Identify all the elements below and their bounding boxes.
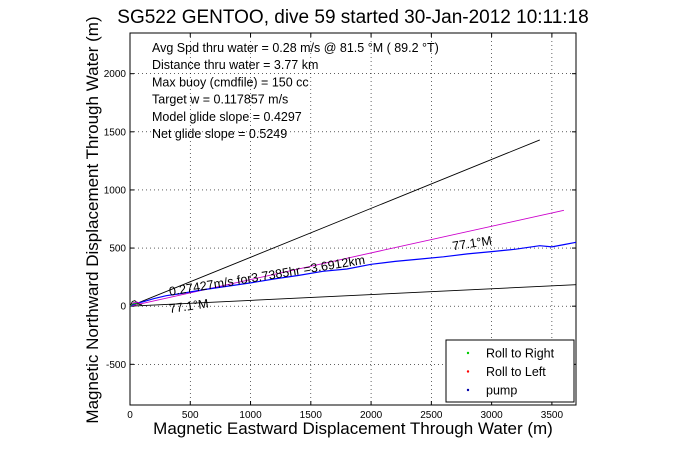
series-line-7 — [129, 302, 140, 307]
x-tick-label: 2500 — [420, 410, 443, 421]
series-line-4 — [129, 241, 577, 307]
y-tick-label: 1500 — [104, 127, 127, 138]
y-tick-label: 2000 — [104, 69, 127, 80]
series-line-1 — [129, 139, 540, 307]
x-tick-label: 2000 — [360, 410, 383, 421]
series-line-5 — [129, 300, 143, 307]
x-tick-label: 3500 — [541, 410, 564, 421]
annotation-2: 77.1°M — [451, 234, 492, 254]
info-block: Avg Spd thru water = 0.28 m/s @ 81.5 °M … — [152, 41, 439, 141]
info-line-5: Model glide slope = 0.4297 — [152, 110, 302, 124]
legend: Roll to Right Roll to Left pump — [445, 339, 575, 403]
chart-title: SG522 GENTOO, dive 59 started 30-Jan-201… — [117, 7, 588, 28]
legend-marker-3 — [466, 388, 470, 392]
legend-marker-2 — [466, 370, 470, 373]
x-tick-label: 0 — [127, 410, 133, 421]
ticks: 0 500 1000 1500 2000 2500 3000 3500 -500 0 500 1000… — [104, 33, 576, 421]
x-tick-label: 1500 — [300, 410, 323, 421]
annotation-3: 77.1°M — [168, 296, 209, 316]
y-tick-label: 0 — [120, 302, 126, 313]
x-tick-label: 3000 — [480, 410, 503, 421]
y-tick-label: 1000 — [104, 185, 127, 196]
y-tick-label: -500 — [106, 360, 126, 371]
info-line-1: Avg Spd thru water = 0.28 m/s @ 81.5 °M … — [152, 41, 439, 55]
info-line-3: Max buoy (cmdfile) = 150 cc — [152, 75, 309, 89]
info-line-6: Net glide slope = 0.5249 — [152, 127, 287, 141]
legend-label-3: pump — [486, 384, 517, 398]
series-group — [129, 139, 577, 307]
legend-label-1: Roll to Right — [486, 347, 555, 361]
x-axis-label: Magnetic Eastward Displacement Through W… — [153, 419, 553, 438]
legend-label-2: Roll to Left — [486, 365, 546, 379]
y-axis-label: Magnetic Northward Displacement Through … — [83, 16, 102, 423]
x-tick-label: 1000 — [239, 410, 262, 421]
info-line-4: Target w = 0.117857 m/s — [152, 93, 288, 107]
legend-marker-1 — [466, 351, 470, 355]
info-line-2: Distance thru water = 3.77 km — [152, 58, 318, 72]
y-tick-label: 500 — [109, 244, 126, 255]
x-tick-label: 500 — [182, 410, 199, 421]
series-line-2 — [129, 284, 577, 307]
